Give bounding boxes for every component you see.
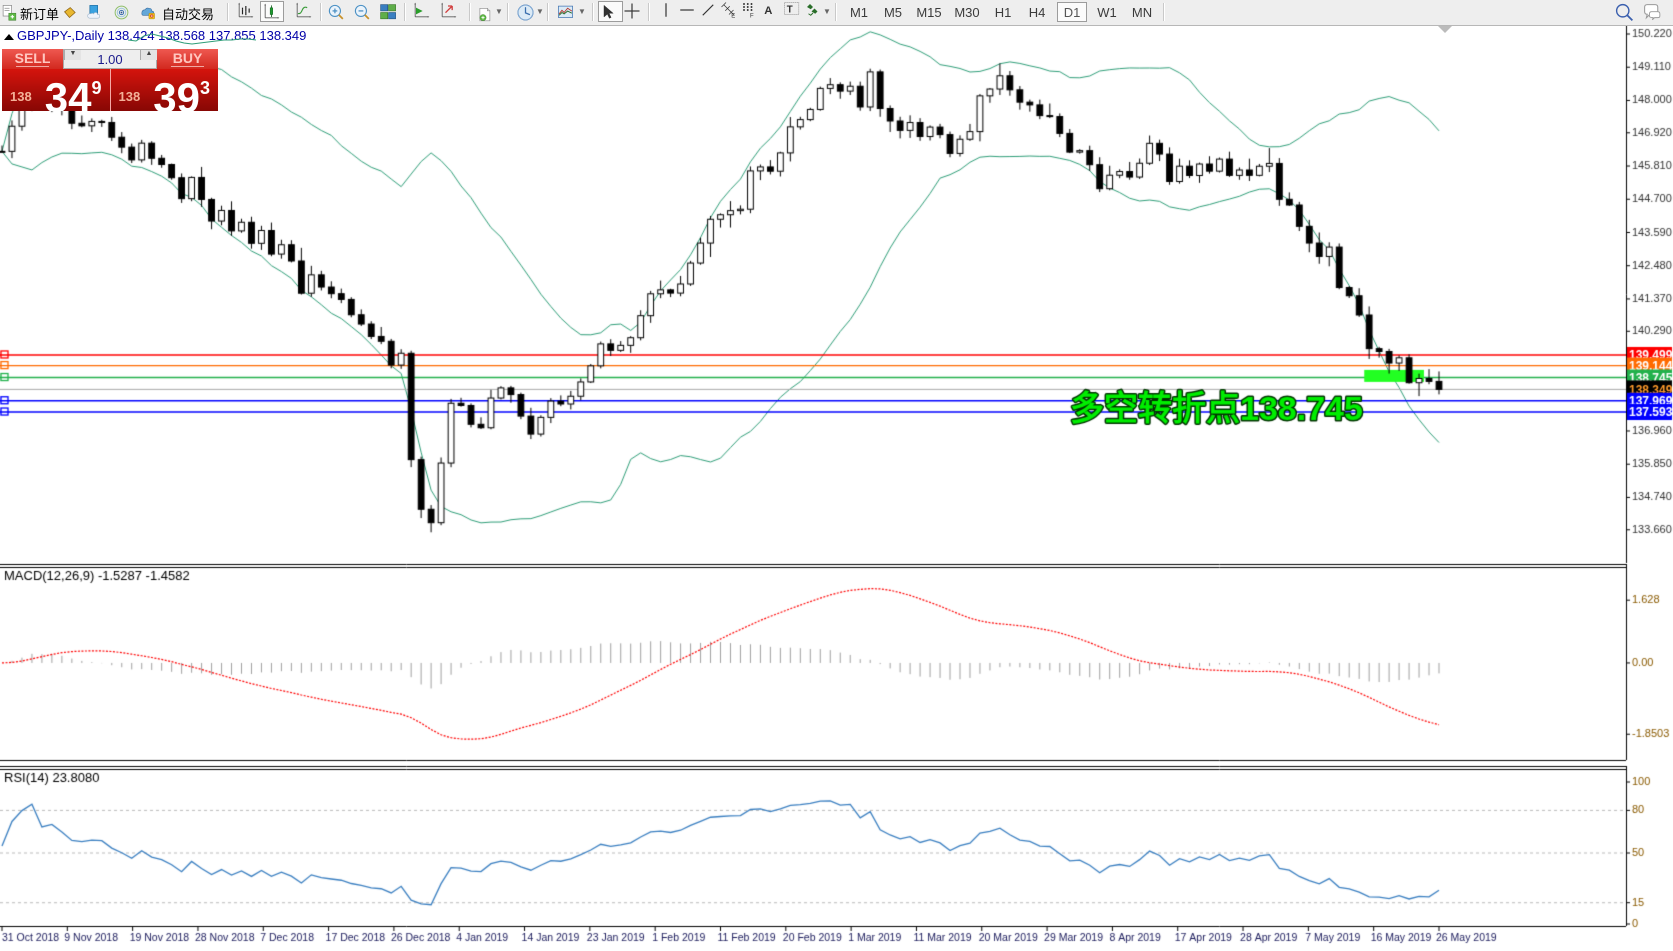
svg-text:A: A xyxy=(764,5,772,17)
svg-text:T: T xyxy=(787,4,793,15)
svg-text:E: E xyxy=(731,14,735,19)
svg-text:F: F xyxy=(750,14,754,19)
